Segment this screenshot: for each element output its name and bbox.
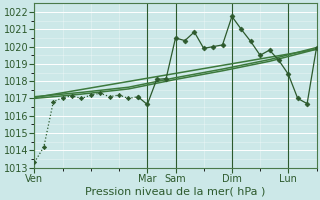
X-axis label: Pression niveau de la mer( hPa ): Pression niveau de la mer( hPa ) bbox=[85, 187, 266, 197]
